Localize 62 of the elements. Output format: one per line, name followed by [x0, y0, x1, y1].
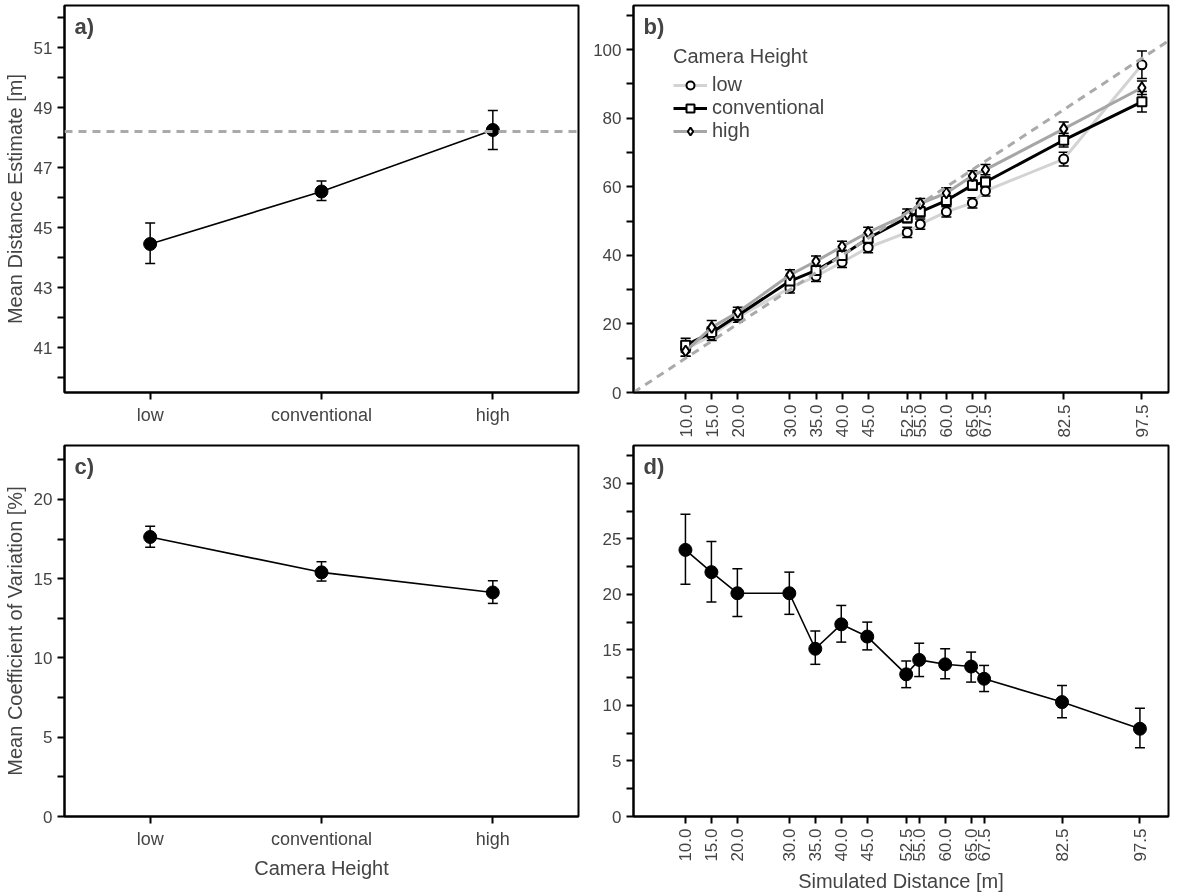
- x-tick-label: 10.0: [676, 404, 696, 438]
- y-tick-label: 20: [602, 585, 622, 605]
- x-tick-label: high: [475, 828, 510, 849]
- y-tick-label: 10: [602, 696, 622, 716]
- x-tick-label: 97.5: [1132, 404, 1152, 438]
- y-tick-label: 51: [33, 38, 53, 58]
- x-tick-label: 40.0: [833, 404, 853, 438]
- x-tick-label: low: [136, 828, 165, 849]
- x-tick-label: 30.0: [780, 828, 800, 862]
- chart-title: b): [643, 13, 665, 39]
- y-tick-label: 45: [33, 218, 53, 238]
- x-tick-label: low: [136, 404, 165, 425]
- y-tick-label: 5: [43, 728, 53, 748]
- y-tick-label: 15: [602, 640, 622, 660]
- legend-label: low: [712, 73, 743, 96]
- x-tick-label: 45.0: [859, 404, 879, 438]
- y-axis-title: Mean Coefficient of Variation [%]: [3, 486, 26, 776]
- y-tick-label: 20: [33, 490, 53, 510]
- x-tick-label: 15.0: [702, 828, 722, 862]
- x-tick-label: 10.0: [676, 828, 696, 862]
- y-tick-label: 30: [602, 474, 622, 494]
- x-axis-title: Camera Height: [254, 856, 390, 879]
- chart-title: c): [74, 453, 95, 479]
- y-tick-label: 100: [593, 40, 622, 60]
- y-tick-label: 5: [612, 751, 622, 771]
- x-tick-label: 15.0: [702, 404, 722, 438]
- legend-label: conventional: [712, 96, 825, 119]
- y-tick-label: 40: [602, 246, 622, 266]
- legend-title: Camera Height: [673, 45, 809, 68]
- x-tick-label: 40.0: [832, 828, 852, 862]
- y-tick-label: 41: [33, 338, 53, 358]
- y-tick-label: 25: [602, 529, 622, 549]
- y-tick-label: 0: [612, 383, 622, 403]
- y-tick-label: 43: [33, 278, 53, 298]
- x-tick-label: 97.5: [1130, 828, 1150, 862]
- y-tick-label: 60: [602, 177, 622, 197]
- x-tick-label: 20.0: [728, 404, 748, 438]
- y-tick-label: 49: [33, 98, 53, 118]
- y-tick-label: 0: [612, 807, 622, 827]
- x-tick-label: 35.0: [806, 828, 826, 862]
- x-tick-label: 60.0: [936, 828, 956, 862]
- x-tick-label: 35.0: [807, 404, 826, 438]
- x-tick-label: conventional: [270, 404, 373, 425]
- y-tick-label: 10: [33, 648, 53, 668]
- y-tick-label: 0: [43, 807, 53, 827]
- y-tick-label: 47: [33, 158, 53, 178]
- x-tick-label: 82.5: [1054, 404, 1074, 438]
- x-tick-label: 60.0: [937, 404, 957, 438]
- x-tick-label: 45.0: [858, 828, 878, 862]
- y-tick-label: 20: [602, 314, 622, 334]
- x-tick-label: 30.0: [780, 404, 800, 438]
- y-axis-title: Mean Distance Estimate [m]: [3, 73, 26, 325]
- x-tick-label: high: [475, 404, 510, 425]
- y-tick-label: 80: [602, 109, 622, 129]
- chart-title: a): [74, 13, 95, 39]
- x-tick-label: conventional: [270, 828, 373, 849]
- y-tick-label: 15: [33, 569, 53, 589]
- x-tick-label: 20.0: [728, 828, 748, 862]
- chart-title: d): [643, 453, 665, 479]
- x-tick-label: 82.5: [1053, 828, 1073, 862]
- legend-label: high: [712, 119, 750, 142]
- x-axis-title: Simulated Distance [m]: [798, 869, 1004, 892]
